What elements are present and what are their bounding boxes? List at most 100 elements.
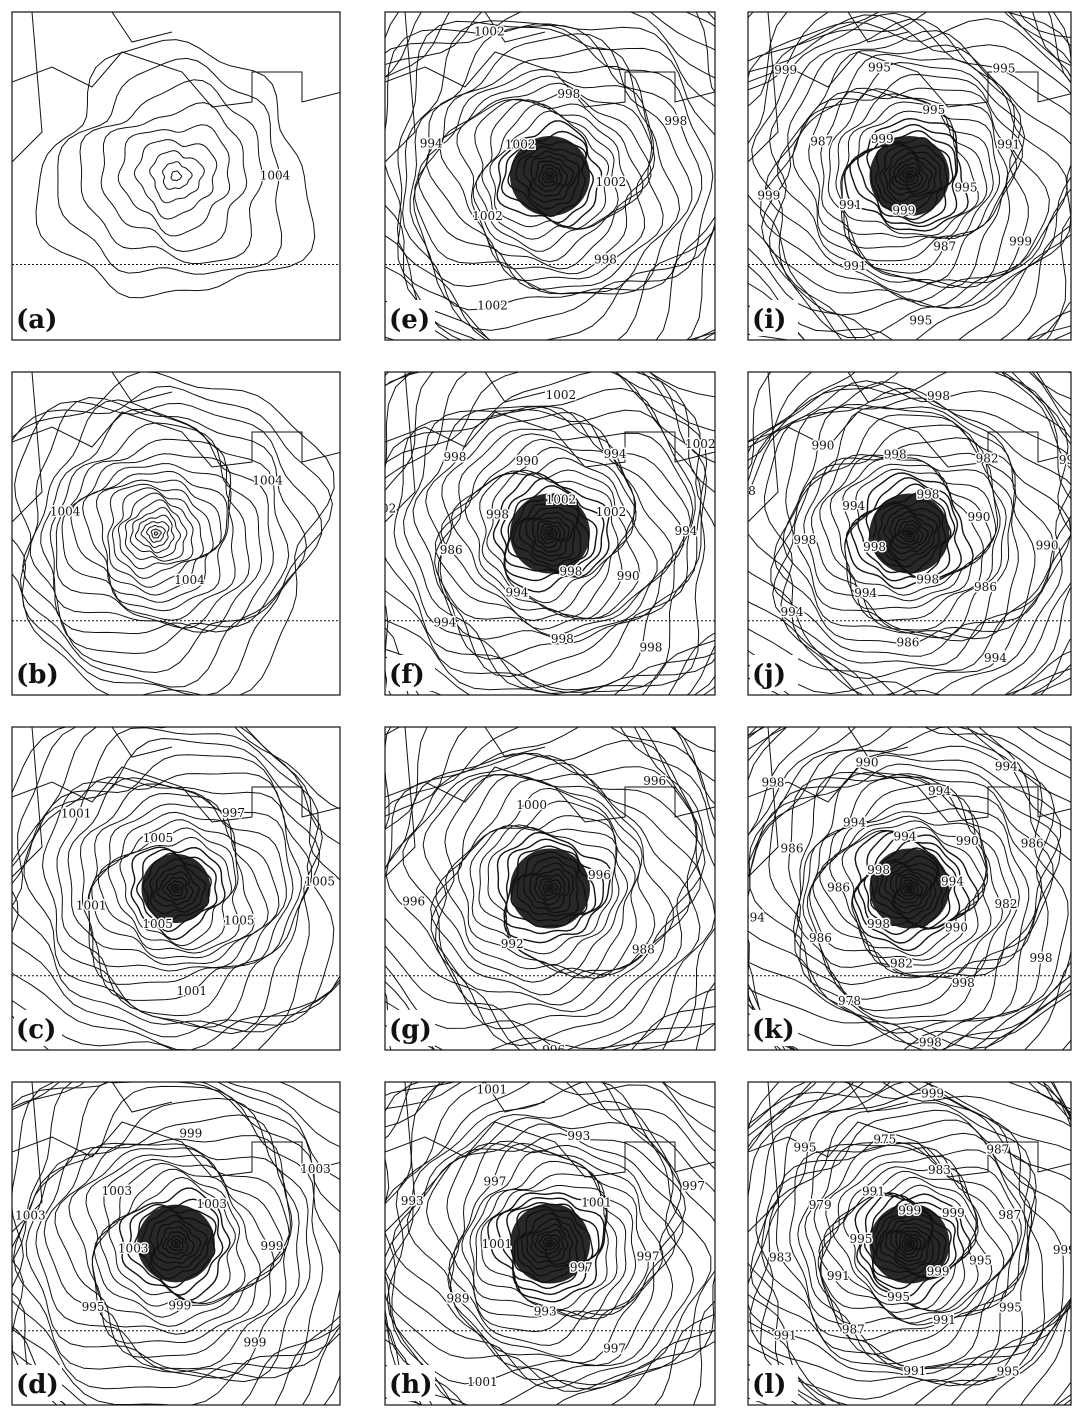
contour-label: 991 (903, 1364, 926, 1378)
contour-label: 994 (742, 911, 765, 925)
contour-label: 994 (995, 759, 1018, 773)
panel-label: (g) (389, 1015, 432, 1045)
contour-label: 992 (501, 937, 524, 951)
contour-label: 997 (682, 1179, 705, 1193)
contour-label: 987 (810, 134, 833, 148)
contour-label: 1001 (581, 1196, 612, 1210)
contour-label: 995 (794, 1141, 817, 1155)
contour-label: 998 (1030, 951, 1053, 965)
contour-label: 994 (854, 586, 877, 600)
contour-label: 1001 (177, 984, 208, 998)
contour-label: 990 (617, 569, 640, 583)
panel-label: (k) (752, 1015, 795, 1045)
contour-label: 998 (927, 389, 950, 403)
contour-label: 983 (928, 1163, 951, 1177)
panel: 9971001100199399799798999399799399710011… (292, 1003, 798, 1408)
center (137, 1205, 215, 1283)
contour-label: 999 (774, 63, 797, 77)
contour-label: 1001 (477, 1083, 508, 1097)
panel-label: (b) (16, 660, 59, 690)
contour-label: 993 (534, 1304, 557, 1318)
contour-label: 979 (809, 1198, 832, 1212)
contour-label: 990 (516, 454, 539, 468)
contour-label: 986 (809, 931, 832, 945)
contour-label: 994 (842, 499, 865, 513)
contour-label: 986 (1021, 837, 1044, 851)
contour-label: 1002 (366, 502, 397, 516)
contour-label: 990 (856, 755, 879, 769)
contour-label: 998 (761, 776, 784, 790)
contour-label: 987 (842, 1322, 865, 1336)
contour-label: 998 (919, 1036, 942, 1050)
contour-label: 1005 (143, 831, 174, 845)
contour-label: 1001 (61, 807, 92, 821)
panel: 9969921000988996996996(g) (294, 669, 803, 1136)
contour-label: 994 (928, 784, 951, 798)
contour-label: 995 (999, 1301, 1022, 1315)
contour-label: 996 (588, 868, 611, 882)
contour-label: 986 (440, 543, 463, 557)
contour-label: 994 (604, 447, 627, 461)
contour-label: 995 (909, 313, 932, 327)
panel: 10031003999100399999599999910031003(d) (0, 1045, 402, 1408)
contour-label: 998 (793, 533, 816, 547)
contour-label: 999 (892, 204, 915, 218)
contour-label: 989 (447, 1292, 470, 1306)
contour-label: 990 (956, 834, 979, 848)
contour-label: 988 (632, 943, 655, 957)
contour-label: 999 (921, 1087, 944, 1101)
contour-label: 994 (984, 651, 1007, 665)
center (870, 494, 950, 574)
contour-label: 999 (243, 1335, 266, 1349)
contour-label: 991 (774, 1329, 797, 1343)
contour-label: 998 (863, 540, 886, 554)
contour-label: 1001 (482, 1237, 513, 1251)
contour-label: 987 (933, 239, 956, 253)
contour-label: 987 (986, 1143, 1009, 1157)
contour-label: 998 (594, 252, 617, 266)
panel-label: (e) (389, 305, 430, 335)
contour-label: 975 (873, 1133, 896, 1147)
center (510, 849, 590, 929)
contour-label: 1002 (546, 388, 577, 402)
contour-label: 998 (916, 487, 939, 501)
contour-label: 991 (827, 1269, 850, 1283)
contour-label: 997 (570, 1261, 593, 1275)
contour-label: 1002 (474, 25, 505, 39)
contour-label: 986 (781, 841, 804, 855)
contour-label: 999 (927, 1264, 950, 1278)
contour-label: 999 (898, 1203, 921, 1217)
contour-label: 994 (941, 875, 964, 889)
contour-label: 998 (916, 573, 939, 587)
contour-label: 990 (811, 439, 834, 453)
contour-label: 995 (82, 1300, 105, 1314)
contour-label: 982 (976, 452, 999, 466)
contour-label: 1002 (546, 493, 577, 507)
contour-label: 991 (997, 138, 1020, 152)
contour-label: 994 (894, 830, 917, 844)
contour-label: 995 (969, 1254, 992, 1268)
contour-label: 1004 (50, 504, 81, 518)
contour-label: 1002 (477, 298, 508, 312)
contour-label: 1002 (685, 437, 716, 451)
contour-label: 998 (1059, 453, 1072, 467)
contour-label: 998 (952, 976, 975, 990)
center (141, 854, 210, 923)
contour-label: 991 (839, 198, 862, 212)
contour-label: 994 (433, 616, 456, 630)
panel-label: (d) (16, 1370, 59, 1400)
contour-label: 983 (769, 1251, 792, 1265)
contour-label: 995 (887, 1290, 910, 1304)
contour-label: 986 (974, 580, 997, 594)
panel-label: (f) (389, 660, 425, 690)
contour-label: 995 (868, 61, 891, 75)
contour-label: 999 (168, 1299, 191, 1313)
contour-label: 997 (603, 1342, 626, 1356)
contour-label: 1002 (596, 505, 627, 519)
contour-label: 998 (559, 565, 582, 579)
contour-label: 999 (179, 1127, 202, 1141)
contour-label: 999 (1009, 235, 1032, 249)
contour-label: 1002 (596, 175, 627, 189)
contour-label: 986 (827, 880, 850, 894)
page: 1004(a)100410041004(b)100510051005100199… (0, 0, 1072, 1408)
